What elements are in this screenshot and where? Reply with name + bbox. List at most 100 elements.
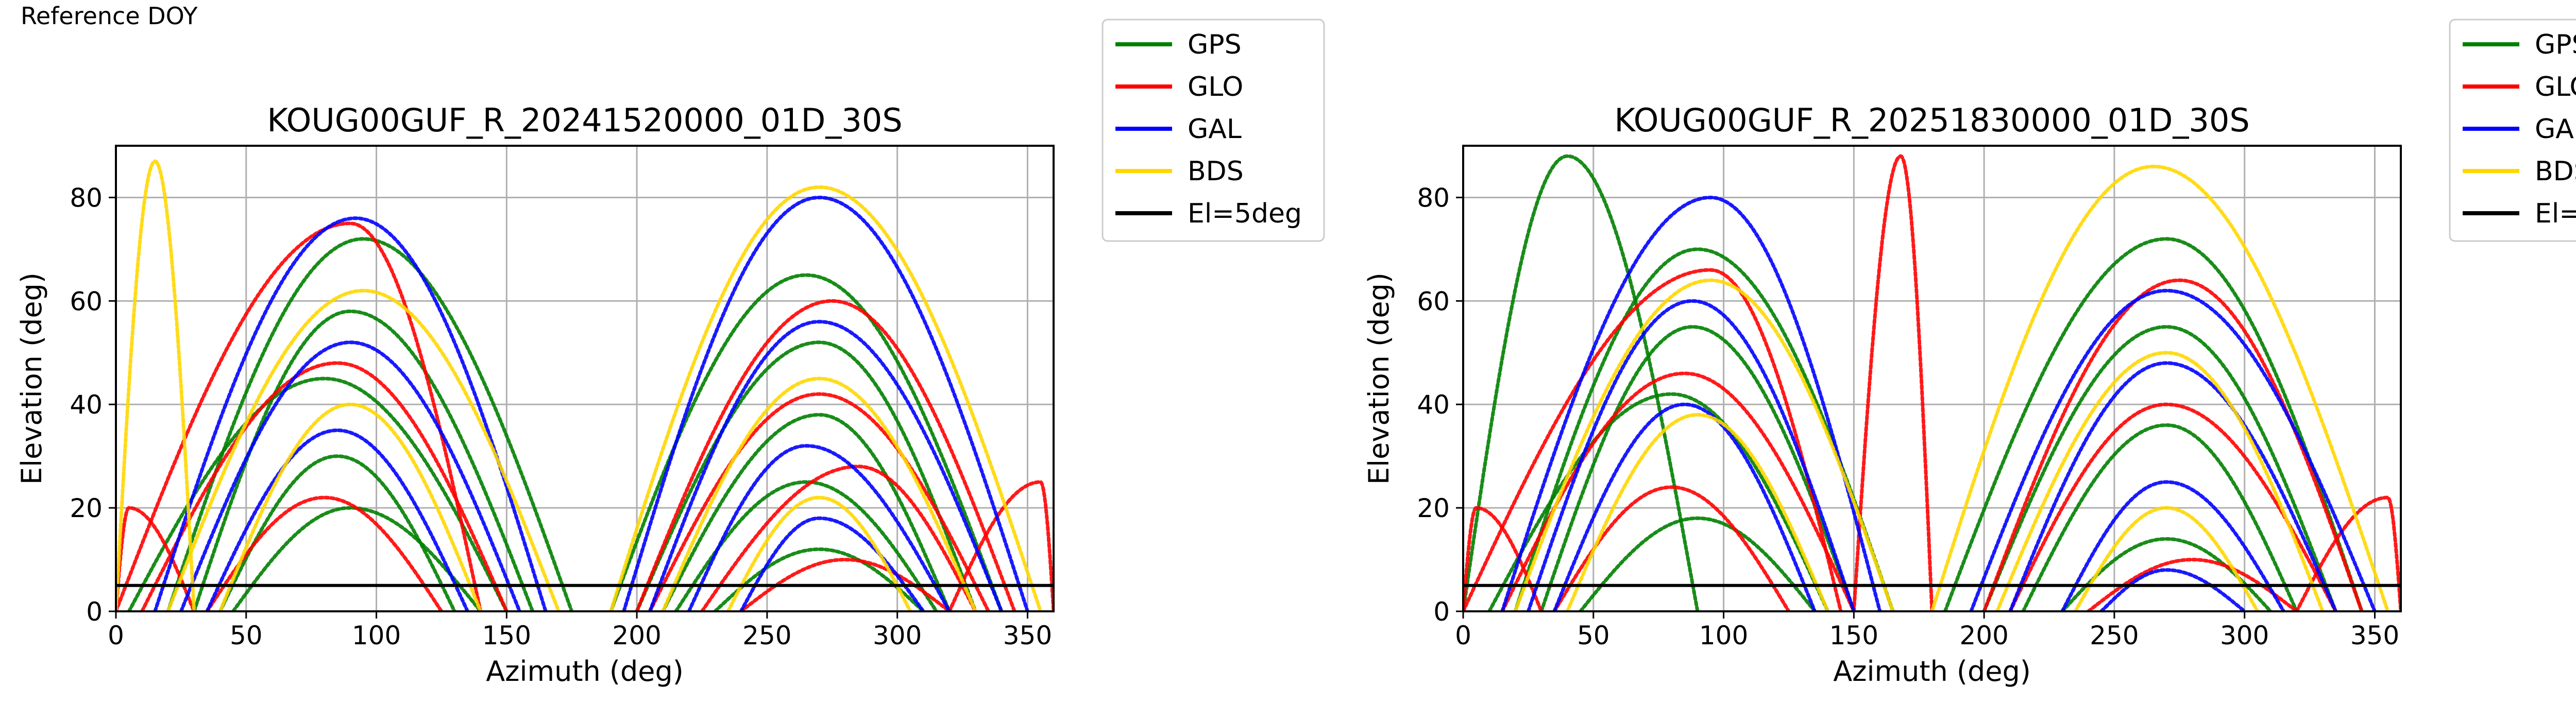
- track-arc: [1969, 288, 2377, 611]
- x-tick-label: 300: [2220, 621, 2269, 650]
- track-arc: [648, 320, 1004, 611]
- track-arc: [2008, 361, 2338, 611]
- track-arc: [635, 340, 977, 611]
- legend-label: BDS: [2535, 156, 2576, 187]
- legend-label: GPS: [2535, 29, 2576, 60]
- y-tick-label: 0: [86, 597, 103, 627]
- x-tick-label: 50: [230, 621, 263, 650]
- legend-label: GAL: [2535, 114, 2576, 145]
- x-axis-label: Azimuth (deg): [486, 655, 684, 688]
- grid: [1462, 146, 2401, 612]
- track-arc: [609, 185, 1043, 611]
- axes-frame: [1462, 145, 2402, 612]
- series-bds: [116, 159, 1043, 611]
- track-arc: [2073, 506, 2260, 611]
- y-axis-label: Elevation (deg): [15, 272, 48, 485]
- legend-label: El=5deg: [2535, 198, 2576, 229]
- track-arc: [1526, 299, 1856, 611]
- track-arc: [622, 195, 1029, 611]
- x-tick-label: 200: [1959, 621, 2008, 650]
- y-tick-label: 80: [1417, 183, 1450, 213]
- track-arc: [1539, 325, 1856, 611]
- track-arc: [1463, 154, 1700, 611]
- chart-title: KOUG00GUF_R_20241520000_01D_30S: [267, 101, 902, 139]
- track-arc: [205, 495, 444, 611]
- legend: GPS GLO GAL BDS El=5deg: [1101, 19, 1325, 242]
- x-tick-label: 50: [1577, 621, 1610, 650]
- track-arc: [739, 516, 925, 611]
- track-arc: [713, 547, 925, 611]
- legend-label: BDS: [1188, 156, 1244, 187]
- x-tick-label: 250: [742, 621, 791, 650]
- track-arc: [2060, 480, 2285, 611]
- track-arc: [1995, 351, 2325, 611]
- y-tick-label: 40: [1417, 390, 1450, 420]
- track-arc: [116, 221, 483, 611]
- series-gal: [153, 195, 1029, 611]
- track-arc: [661, 376, 977, 611]
- y-tick-label: 60: [70, 286, 103, 316]
- track-arc: [1463, 268, 1843, 611]
- y-tick-label: 20: [70, 493, 103, 523]
- legend: GPS GLO GAL BDS El=5deg: [2449, 19, 2576, 242]
- track-arc: [648, 392, 991, 611]
- y-tick-label: 60: [1417, 286, 1450, 316]
- track-arc: [1579, 516, 1817, 611]
- track-arc: [1852, 154, 1934, 611]
- series-gal: [1500, 195, 2377, 611]
- x-tick-label: 150: [482, 621, 531, 650]
- legend-label: GLO: [2535, 72, 2576, 102]
- chart-left: 0 50 100 150 200 250 300 350 0 20 40 60 80 KOUG00GUF_…: [15, 19, 1325, 688]
- track-arc: [2099, 568, 2247, 611]
- y-tick-label: 20: [1417, 493, 1450, 523]
- x-tick-label: 350: [2350, 621, 2399, 650]
- series-glo: [116, 221, 1054, 611]
- track-arc: [687, 444, 952, 611]
- track-arc: [1552, 485, 1791, 611]
- track-arc: [726, 495, 912, 611]
- track-arc: [140, 361, 509, 611]
- track-arc: [635, 299, 1016, 611]
- legend-label: GPS: [1188, 29, 1242, 60]
- x-tick-label: 0: [108, 621, 124, 650]
- track-arc: [116, 159, 196, 611]
- y-tick-label: 0: [1433, 597, 1450, 627]
- track-arc: [1943, 237, 2364, 611]
- track-arc: [1552, 402, 1817, 611]
- series-glo: [1463, 154, 2401, 611]
- track-arc: [1982, 325, 2338, 611]
- legend-label: GLO: [1188, 72, 1243, 102]
- track-arc: [2295, 495, 2401, 611]
- legend-box: [1101, 19, 1325, 242]
- chart-right: 0 50 100 150 200 250 300 350 0 20 40 60 80 KOUG00GUF_…: [1363, 19, 2576, 688]
- y-tick-label: 80: [70, 183, 103, 213]
- track-arc: [179, 340, 522, 611]
- x-tick-label: 100: [1699, 621, 1748, 650]
- track-arc: [218, 454, 456, 611]
- track-arc: [166, 288, 561, 611]
- track-arc: [218, 402, 483, 611]
- track-arc: [1930, 164, 2390, 611]
- axes-frame: [115, 145, 1055, 612]
- track-arc: [1565, 413, 1830, 611]
- reference-doy-label: Reference DOY: [21, 2, 198, 30]
- legend-label: El=5deg: [1188, 198, 1302, 229]
- x-axis-label: Azimuth (deg): [1833, 655, 2031, 688]
- x-tick-label: 150: [1829, 621, 1878, 650]
- y-axis-label: Elevation (deg): [1363, 272, 1395, 485]
- x-tick-label: 350: [1003, 621, 1052, 650]
- satellite-tracks: [1463, 154, 2401, 611]
- track-arc: [166, 237, 574, 611]
- x-tick-label: 100: [352, 621, 401, 650]
- track-arc: [153, 216, 548, 611]
- track-arc: [2021, 423, 2299, 611]
- track-arc: [661, 413, 952, 611]
- x-tick-label: 250: [2090, 621, 2139, 650]
- satellite-tracks: [116, 159, 1054, 611]
- track-arc: [1500, 195, 1882, 611]
- y-tick-label: 40: [70, 390, 103, 420]
- track-arc: [205, 428, 469, 611]
- track-arc: [947, 480, 1054, 611]
- track-arc: [1487, 392, 1830, 611]
